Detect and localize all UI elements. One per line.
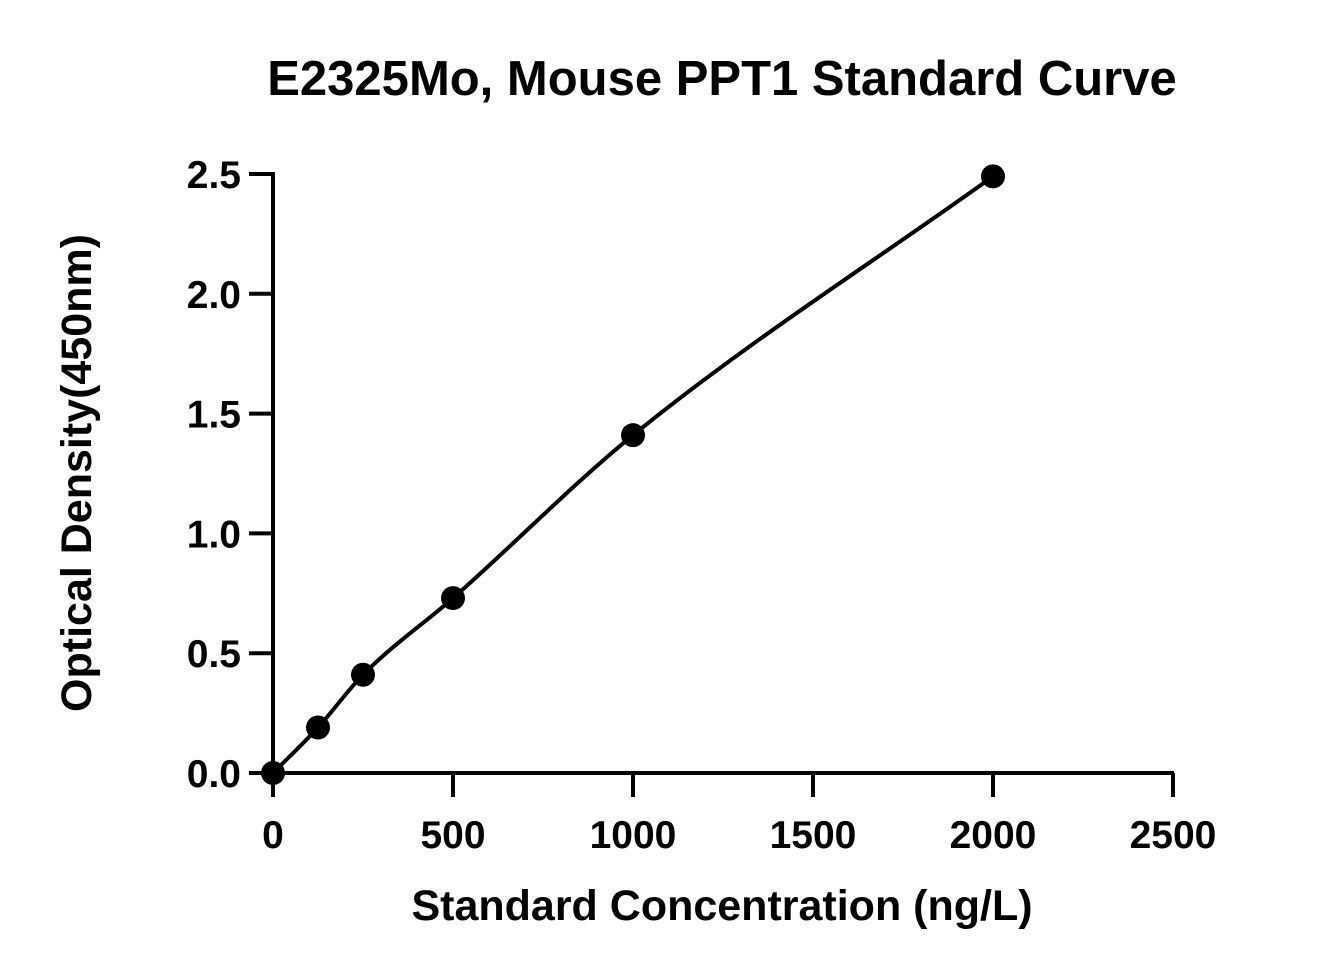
chart-title: E2325Mo, Mouse PPT1 Standard Curve (267, 52, 1177, 106)
x-axis-label: Standard Concentration (ng/L) (411, 882, 1032, 930)
x-tick-label: 500 (420, 814, 485, 857)
y-tick-label: 2.5 (187, 154, 241, 197)
y-axis-ticks: 0.0 0.5 1.0 1.5 2.0 2.5 (187, 154, 273, 796)
fit-curve (271, 174, 995, 775)
data-point (351, 662, 375, 687)
y-tick-label: 1.5 (187, 394, 241, 437)
y-tick-label: 1.0 (187, 513, 241, 556)
x-axis-ticks: 0 500 1000 1500 2000 2500 (262, 773, 1216, 857)
y-tick-label: 0.5 (187, 633, 241, 676)
data-point (981, 164, 1005, 189)
data-point (441, 586, 465, 611)
x-tick-label: 1500 (770, 814, 857, 857)
data-points (261, 164, 1005, 785)
y-tick-label: 0.0 (187, 753, 241, 796)
data-point (306, 715, 330, 740)
data-point (621, 423, 645, 448)
y-tick-label: 2.0 (187, 274, 241, 317)
y-axis-label: Optical Density(450nm) (53, 234, 101, 712)
x-tick-label: 1000 (590, 814, 677, 857)
x-tick-label: 0 (262, 814, 284, 857)
x-tick-label: 2000 (950, 814, 1037, 857)
x-tick-label: 2500 (1130, 814, 1217, 857)
data-point (261, 761, 285, 785)
